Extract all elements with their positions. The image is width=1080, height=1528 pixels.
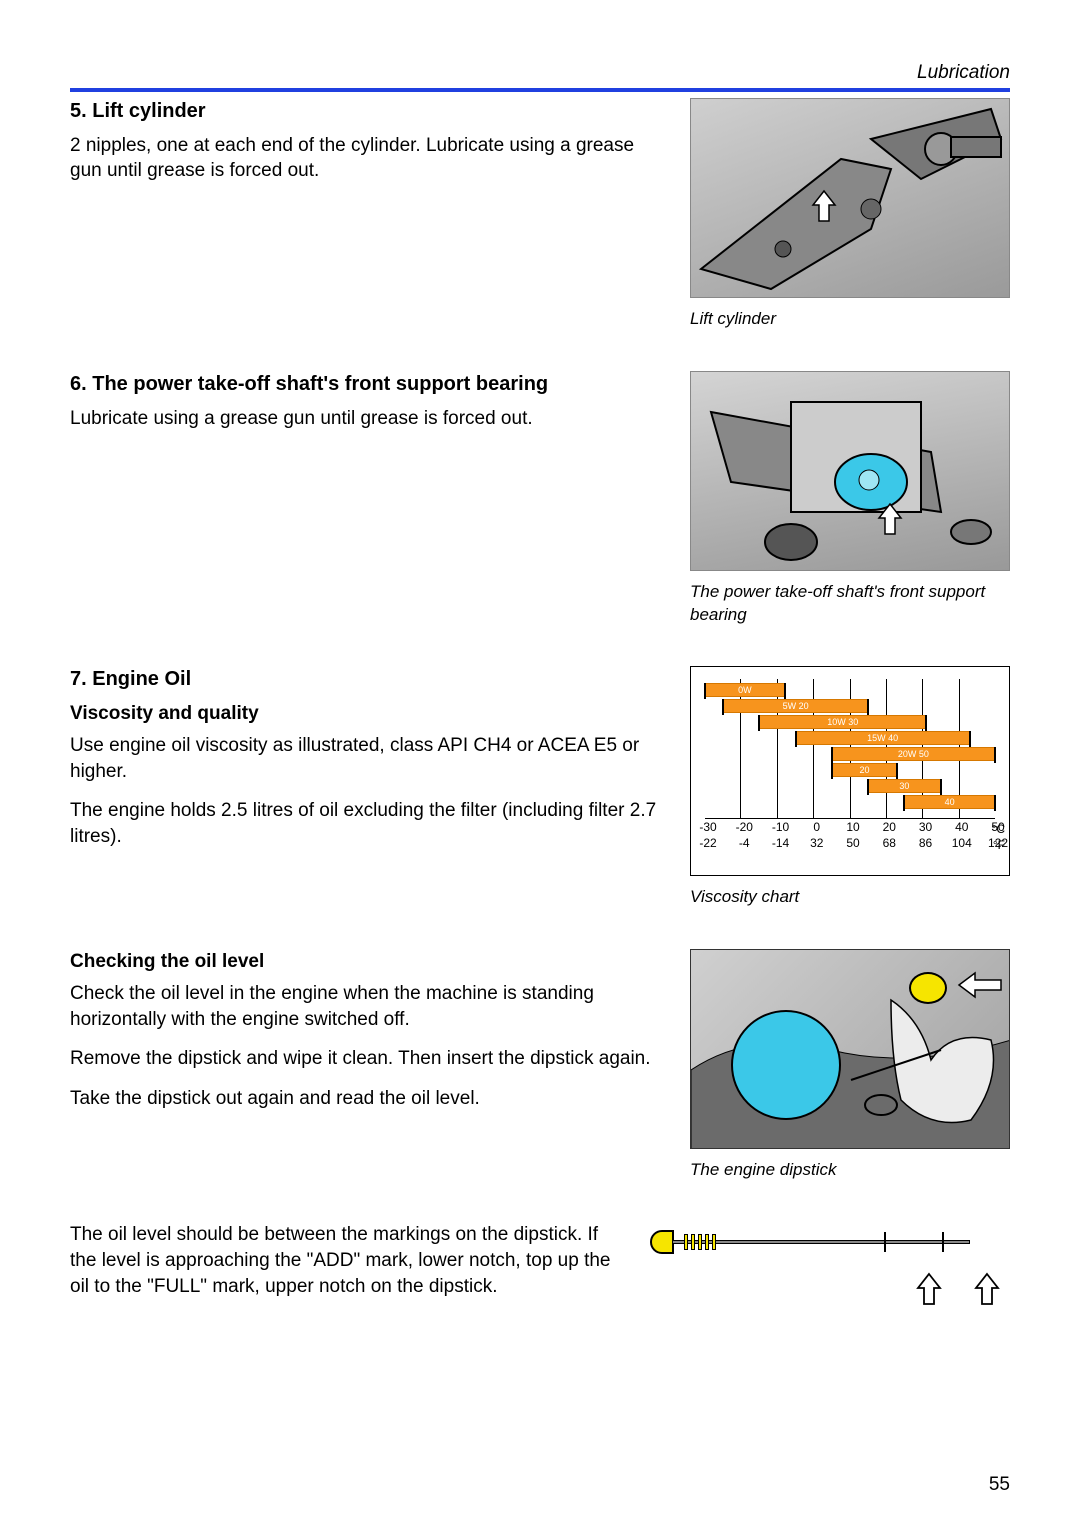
pto-bearing-caption: The power take-off shaft's front support… <box>690 581 1010 627</box>
chart-tick-label: -30 <box>693 819 723 835</box>
chart-tick-label: -4 <box>729 835 759 851</box>
page-number: 55 <box>989 1472 1010 1498</box>
dipstick-shaft <box>672 1240 970 1244</box>
dipstick-handle-icon <box>650 1230 674 1254</box>
section-dipstick-markings: The oil level should be between the mark… <box>70 1222 1010 1314</box>
section-lift-cylinder: 5. Lift cylinder 2 nipples, one at each … <box>70 98 1010 331</box>
chart-tick-label: 68 <box>874 835 904 851</box>
chart-tick-label: 86 <box>911 835 941 851</box>
pto-bearing-figure <box>690 371 1010 571</box>
page-header-section: Lubrication <box>70 60 1010 86</box>
chart-tick-label: 20 <box>874 819 904 835</box>
viscosity-bar: 40 <box>904 795 995 809</box>
viscosity-bar: 0W <box>705 683 785 697</box>
unit-celsius: °C <box>992 821 1005 837</box>
dipstick-figure <box>690 949 1010 1149</box>
check-p2: Remove the dipstick and wipe it clean. T… <box>70 1046 666 1072</box>
chart-tick-label: 30 <box>911 819 941 835</box>
chart-tick-label: 40 <box>947 819 977 835</box>
viscosity-bar: 10W 30 <box>759 715 926 729</box>
dipstick-mark-full <box>942 1232 944 1252</box>
section-pto-bearing: 6. The power take-off shaft's front supp… <box>70 371 1010 627</box>
chart-tick-label: 32 <box>802 835 832 851</box>
viscosity-bar: 5W 20 <box>723 699 868 713</box>
chart-tick-label: 0 <box>802 819 832 835</box>
section-5-title: 5. Lift cylinder <box>70 98 666 125</box>
check-p1: Check the oil level in the engine when t… <box>70 981 666 1032</box>
viscosity-bar: 15W 40 <box>796 731 970 745</box>
chart-tick-label: -10 <box>766 819 796 835</box>
chart-tick-label: -22 <box>693 835 723 851</box>
lift-cylinder-figure <box>690 98 1010 298</box>
check-p3: Take the dipstick out again and read the… <box>70 1086 666 1112</box>
viscosity-p2: The engine holds 2.5 litres of oil exclu… <box>70 798 666 849</box>
viscosity-bar: 20 <box>832 763 897 777</box>
arrow-up-icon <box>974 1272 1000 1314</box>
header-rule <box>70 88 1010 92</box>
chart-tick-label: 50 <box>838 835 868 851</box>
section-7-title: 7. Engine Oil <box>70 666 666 693</box>
oil-cap-icon <box>731 1010 841 1120</box>
chart-tick-label: 104 <box>947 835 977 851</box>
section-check-oil: Checking the oil level Check the oil lev… <box>70 949 1010 1182</box>
dipstick-caption: The engine dipstick <box>690 1159 1010 1182</box>
chart-tick-label: 10 <box>838 819 868 835</box>
lift-cylinder-caption: Lift cylinder <box>690 308 1010 331</box>
arrow-up-icon <box>877 502 903 544</box>
arrow-up-icon <box>916 1272 942 1314</box>
dipstick-marking-figure <box>650 1222 970 1272</box>
viscosity-bar: 20W 50 <box>832 747 995 761</box>
section-6-body: Lubricate using a grease gun until greas… <box>70 406 666 432</box>
dipstick-notches <box>684 1234 716 1250</box>
viscosity-chart-caption: Viscosity chart <box>690 886 1010 909</box>
check-p4: The oil level should be between the mark… <box>70 1222 626 1299</box>
unit-fahrenheit: °F <box>993 837 1005 853</box>
chart-tick-label: -14 <box>766 835 796 851</box>
viscosity-chart: 0W 5W 20 10W 30 15W 40 20W 50 20 30 40 -30 -20 -1… <box>690 666 1010 876</box>
dipstick-mark-add <box>884 1232 886 1252</box>
section-6-title: 6. The power take-off shaft's front supp… <box>70 371 666 398</box>
viscosity-bar: 30 <box>868 779 941 793</box>
check-subtitle: Checking the oil level <box>70 949 666 975</box>
viscosity-p1: Use engine oil viscosity as illustrated,… <box>70 733 666 784</box>
viscosity-subtitle: Viscosity and quality <box>70 701 666 727</box>
chart-tick-label: -20 <box>729 819 759 835</box>
arrow-up-icon <box>811 189 837 231</box>
section-5-body: 2 nipples, one at each end of the cylind… <box>70 133 666 184</box>
arrow-left-icon <box>957 970 1003 1008</box>
section-engine-oil: 7. Engine Oil Viscosity and quality Use … <box>70 666 1010 909</box>
